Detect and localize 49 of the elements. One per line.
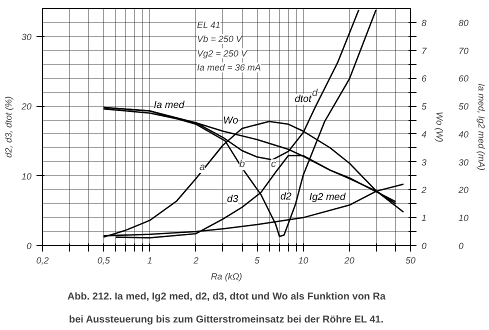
x-tick-label: 1 — [147, 256, 152, 266]
y-tick-label: 30 — [21, 32, 32, 42]
y3-tick-label: 70 — [458, 46, 469, 56]
x-tick-label: 20 — [343, 256, 354, 266]
y2-tick-label: 5 — [422, 102, 428, 112]
series-label: dtot — [294, 94, 313, 105]
series-label: Wo — [223, 115, 239, 126]
y3-tick-label: 0 — [458, 241, 464, 251]
annotation: a — [200, 162, 206, 174]
y3-tick-label: 40 — [458, 129, 469, 140]
y3-tick-label: 10 — [458, 213, 469, 224]
y-tick-label: 20 — [20, 102, 32, 112]
y2-tick-label: 8 — [422, 18, 427, 28]
x-tick-label: 50 — [405, 256, 416, 266]
y3-tick-label: 50 — [458, 102, 469, 112]
y2-tick-label: 2 — [420, 185, 427, 196]
y2-tick-label: 1 — [422, 213, 427, 224]
y2-tick-label: 7 — [422, 46, 428, 56]
series-label: d2 — [280, 191, 292, 202]
annotation: EL 41 — [197, 20, 220, 30]
annotation: d — [312, 88, 318, 100]
annotation: c — [270, 159, 276, 170]
x-tick-label: 10 — [298, 256, 308, 266]
y3-tick-label: 30 — [458, 157, 469, 168]
y-tick-label: 0 — [26, 241, 32, 251]
chart-title: Abb. 212. Ia med, Ig2 med, d2, d3, dtot und Wo als Funktion von Ra bei Aussteuerung bis zum Gitterstromeinsatz bei der Röhre EL 41. — [67, 292, 386, 326]
x-tick-label: 0,5 — [97, 256, 111, 266]
annotation: Ia med = 36 mA — [197, 62, 261, 72]
x-tick-label: 2 — [192, 256, 198, 266]
x-tick-label: 5 — [254, 256, 261, 266]
y3-axis-title: Ia med, Ig2 med (mA) — [476, 83, 487, 171]
series-label: Ig2 med — [309, 192, 346, 204]
y-tick-label: 10 — [21, 171, 32, 182]
y-axis-title: d2, d3, dtot (%) — [3, 96, 14, 158]
y2-tick-label: 6 — [422, 74, 427, 84]
y2-tick-label: 3 — [422, 157, 427, 168]
series-label: d3 — [227, 194, 239, 206]
annotation: b — [239, 159, 246, 170]
y2-axis-title: Wo (W) — [434, 112, 445, 142]
y2-tick-label: 0 — [422, 241, 427, 251]
y2-tick-label: 4 — [422, 129, 427, 140]
x-tick-label: 0,2 — [36, 256, 49, 266]
series-label: Ia med — [154, 100, 185, 112]
annotation: Vb = 250 V — [197, 34, 243, 44]
y3-tick-label: 80 — [458, 18, 469, 28]
y3-tick-label: 60 — [458, 74, 469, 84]
y3-tick-label: 20 — [458, 185, 469, 196]
x-axis-title: Ra (kΩ) — [210, 272, 242, 282]
annotation: Vg2 = 250 V — [197, 48, 248, 58]
